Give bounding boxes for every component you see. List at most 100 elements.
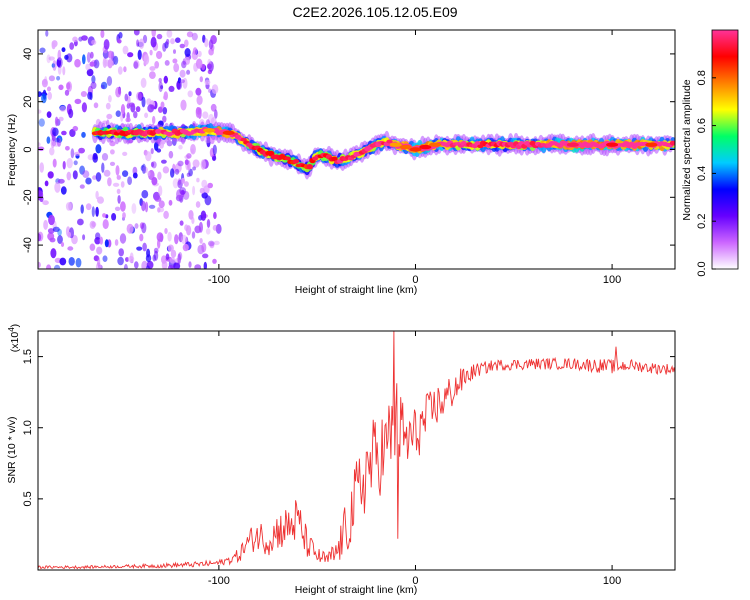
heatmap-noise-cell bbox=[208, 48, 214, 56]
heatmap-noise-cell bbox=[141, 260, 148, 269]
heatmap-noise-cell bbox=[141, 190, 149, 199]
heatmap-noise-cell bbox=[47, 91, 52, 100]
heatmap-noise-cell bbox=[85, 203, 92, 211]
heatmap-noise-cell bbox=[92, 154, 98, 163]
heatmap-noise-cell bbox=[181, 60, 187, 69]
y-tick-label: 20 bbox=[22, 96, 34, 108]
heatmap-noise-cell bbox=[69, 129, 76, 137]
heatmap-noise-cell bbox=[103, 39, 110, 50]
heatmap-noise-cell bbox=[122, 212, 126, 219]
heatmap-noise-cell bbox=[102, 255, 108, 262]
heatmap-noise-cell bbox=[149, 49, 153, 56]
heatmap-noise-cell bbox=[97, 256, 101, 267]
heatmap-noise-cell bbox=[163, 75, 168, 84]
heatmap-noise-cell bbox=[134, 261, 139, 269]
heatmap-noise-cell bbox=[199, 76, 203, 83]
heatmap-noise-cell bbox=[95, 190, 99, 200]
colorbar-label: Normalized spectral amplitude bbox=[681, 79, 693, 220]
colorbar-tick-label: 0.0 bbox=[696, 261, 708, 276]
heatmap-noise-cell bbox=[62, 66, 66, 76]
heatmap-noise-cell bbox=[159, 141, 165, 149]
heatmap-noise-cell bbox=[120, 181, 125, 188]
snr-plot-area bbox=[38, 331, 675, 570]
heatmap-noise-cell bbox=[156, 232, 164, 242]
heatmap-noise-cell bbox=[173, 63, 180, 73]
heatmap-noise-cell bbox=[52, 226, 60, 232]
heatmap-noise-cell bbox=[118, 248, 124, 257]
heatmap-noise-cell bbox=[39, 47, 46, 54]
heatmap-noise-cell bbox=[91, 206, 95, 218]
heatmap-noise-cell bbox=[106, 76, 113, 86]
heatmap-noise-cell bbox=[179, 69, 186, 78]
heatmap-noise-cell bbox=[64, 54, 69, 60]
heatmap-noise-cell bbox=[128, 91, 132, 97]
heatmap-noise-cell bbox=[61, 130, 67, 136]
heatmap-noise-cell bbox=[96, 246, 103, 255]
heatmap-noise-cell bbox=[140, 77, 147, 88]
heatmap-noise-cell bbox=[196, 95, 203, 106]
heatmap-noise-cell bbox=[81, 102, 87, 113]
heatmap-noise-cell bbox=[57, 178, 65, 184]
heatmap-noise-cell bbox=[166, 140, 173, 147]
heatmap-noise-cell bbox=[72, 36, 78, 43]
heatmap-noise-cell bbox=[201, 242, 207, 253]
heatmap-peak bbox=[606, 142, 619, 147]
heatmap-noise-cell bbox=[176, 189, 183, 200]
heatmap-noise-cell bbox=[158, 200, 165, 208]
heatmap-noise-cell bbox=[192, 185, 196, 196]
heatmap-noise-cell bbox=[100, 81, 108, 90]
heatmap-noise-cell bbox=[201, 179, 208, 188]
heatmap-noise-cell bbox=[164, 228, 168, 234]
heatmap-ridge-cell bbox=[306, 163, 313, 170]
heatmap-noise-cell bbox=[190, 144, 196, 155]
heatmap-noise-cell bbox=[117, 195, 121, 204]
heatmap-noise-cell bbox=[167, 231, 172, 242]
snr-y-multiplier-prefix: (x10 bbox=[9, 332, 21, 353]
heatmap-noise-cell bbox=[186, 69, 191, 75]
heatmap-noise-cell bbox=[212, 144, 217, 156]
heatmap-noise-cell bbox=[91, 39, 97, 45]
heatmap-noise-cell bbox=[89, 61, 95, 67]
heatmap-noise-cell bbox=[170, 249, 177, 258]
heatmap-noise-cell bbox=[174, 234, 179, 245]
heatmap-noise-cell bbox=[42, 79, 48, 85]
heatmap-noise-cell bbox=[147, 171, 151, 177]
heatmap-noise-cell bbox=[38, 118, 45, 127]
heatmap-noise-cell bbox=[150, 36, 157, 48]
heatmap-ridge-cell bbox=[240, 137, 247, 142]
heatmap-noise-cell bbox=[139, 233, 144, 242]
heatmap-noise-cell bbox=[101, 153, 109, 161]
heatmap-noise-cell bbox=[179, 43, 185, 49]
heatmap-noise-cell bbox=[90, 81, 97, 90]
heatmap-noise-cell bbox=[81, 35, 88, 41]
heatmap-noise-cell bbox=[47, 86, 51, 92]
heatmap-noise-cell bbox=[95, 144, 102, 154]
heatmap-noise-cell bbox=[87, 91, 92, 100]
heatmap-noise-cell bbox=[195, 87, 202, 96]
heatmap-noise-cell bbox=[74, 58, 81, 68]
heatmap-noise-cell bbox=[86, 52, 91, 63]
heatmap-noise-cell bbox=[164, 60, 170, 66]
heatmap-noise-cell bbox=[48, 75, 56, 82]
heatmap-noise-cell bbox=[169, 257, 176, 264]
heatmap-noise-cell bbox=[97, 196, 104, 204]
heatmap-noise-cell bbox=[148, 204, 156, 209]
heatmap-noise-cell bbox=[136, 91, 142, 101]
heatmap-noise-cell bbox=[100, 30, 105, 38]
heatmap-noise-cell bbox=[184, 39, 189, 48]
x-tick-label: 0 bbox=[412, 575, 418, 587]
heatmap-noise-cell bbox=[38, 233, 42, 242]
heatmap-noise-cell bbox=[104, 239, 109, 248]
heatmap-noise-cell bbox=[115, 86, 122, 98]
heatmap-noise-cell bbox=[50, 248, 57, 259]
heatmap-noise-cell bbox=[112, 182, 120, 187]
heatmap-noise-cell bbox=[192, 159, 200, 168]
heatmap-noise-cell bbox=[117, 39, 122, 44]
heatmap-noise-cell bbox=[95, 232, 101, 240]
heatmap-marks bbox=[38, 30, 675, 269]
heatmap-noise-cell bbox=[134, 223, 139, 229]
heatmap-noise-cell bbox=[142, 34, 148, 44]
heatmap-noise-cell bbox=[118, 32, 123, 39]
heatmap-noise-cell bbox=[117, 66, 123, 75]
heatmap-noise-cell bbox=[122, 151, 128, 156]
